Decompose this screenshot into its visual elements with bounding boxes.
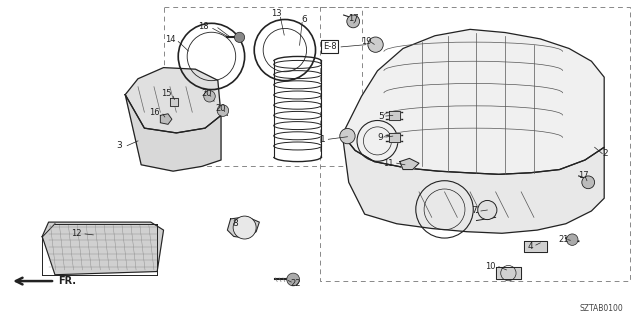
Circle shape xyxy=(347,15,360,28)
Text: 19: 19 xyxy=(362,37,372,46)
Text: 16: 16 xyxy=(148,108,159,117)
Text: 7: 7 xyxy=(472,206,477,215)
Circle shape xyxy=(566,234,578,245)
Text: 10: 10 xyxy=(484,262,495,271)
Polygon shape xyxy=(227,217,259,238)
Polygon shape xyxy=(170,98,178,106)
Text: 13: 13 xyxy=(271,9,282,18)
Text: 6: 6 xyxy=(301,15,307,24)
Circle shape xyxy=(368,37,383,52)
Text: 3: 3 xyxy=(116,141,122,150)
Text: 22: 22 xyxy=(291,279,301,288)
Polygon shape xyxy=(42,222,164,275)
Polygon shape xyxy=(400,158,419,170)
Text: 20: 20 xyxy=(215,104,226,113)
Text: 2: 2 xyxy=(602,149,607,158)
Polygon shape xyxy=(389,111,400,120)
Circle shape xyxy=(233,216,256,239)
Text: SZTAB0100: SZTAB0100 xyxy=(580,304,623,313)
Circle shape xyxy=(217,105,228,116)
Text: 14: 14 xyxy=(164,35,175,44)
Text: 11: 11 xyxy=(383,159,394,168)
Polygon shape xyxy=(125,95,221,171)
Circle shape xyxy=(477,200,497,220)
Text: 18: 18 xyxy=(198,22,209,31)
Text: 12: 12 xyxy=(71,229,81,238)
Text: E-8: E-8 xyxy=(323,42,337,52)
Text: 4: 4 xyxy=(528,242,534,251)
Text: FR.: FR. xyxy=(58,276,76,286)
Text: 20: 20 xyxy=(201,89,212,98)
Text: 17: 17 xyxy=(349,14,359,23)
Circle shape xyxy=(234,32,244,43)
Text: 17: 17 xyxy=(578,171,588,180)
Bar xyxy=(164,7,362,166)
Text: 8: 8 xyxy=(232,219,238,228)
Polygon shape xyxy=(524,241,547,252)
Text: 21: 21 xyxy=(559,235,569,244)
Text: 15: 15 xyxy=(161,89,172,98)
Circle shape xyxy=(340,128,355,144)
Polygon shape xyxy=(342,134,604,233)
Text: 5: 5 xyxy=(378,112,383,121)
Text: 1: 1 xyxy=(320,135,326,144)
Polygon shape xyxy=(125,68,221,133)
Circle shape xyxy=(204,91,215,102)
Polygon shape xyxy=(495,267,521,279)
Circle shape xyxy=(582,176,595,189)
Bar xyxy=(320,7,630,281)
Polygon shape xyxy=(342,29,604,174)
Polygon shape xyxy=(161,114,172,124)
Circle shape xyxy=(287,273,300,286)
Text: 9: 9 xyxy=(378,132,383,141)
Polygon shape xyxy=(389,133,400,142)
